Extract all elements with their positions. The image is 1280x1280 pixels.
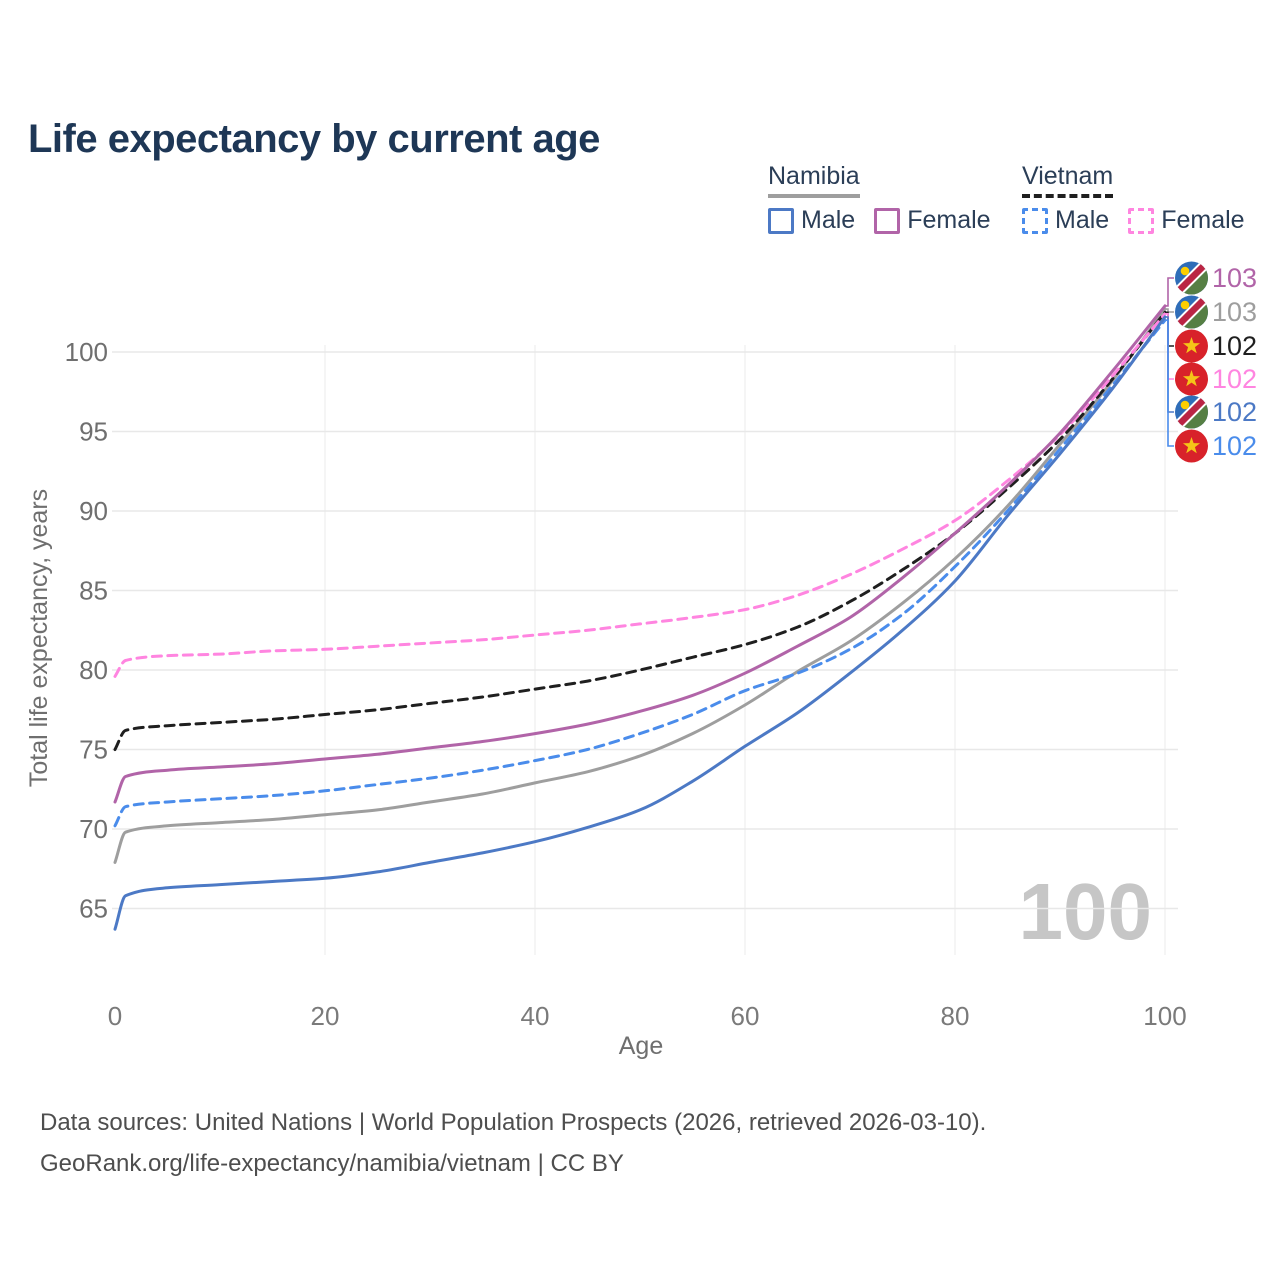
- legend-item-namibia-female[interactable]: Female: [874, 206, 991, 235]
- vietnam-star: [1182, 370, 1201, 387]
- end-label-leader: [1165, 308, 1174, 313]
- series-line-vietnam-total[interactable]: [113, 310, 1167, 751]
- end-label-leader: [1165, 319, 1174, 447]
- x-tick-label: 0: [108, 1001, 122, 1031]
- x-tick-label: 80: [941, 1001, 970, 1031]
- y-tick-label: 80: [79, 655, 108, 685]
- y-tick-label: 75: [79, 735, 108, 765]
- attribution-line: GeoRank.org/life-expectancy/namibia/viet…: [40, 1150, 624, 1177]
- legend-item-vietnam-female[interactable]: Female: [1128, 206, 1245, 235]
- legend-item-label: Male: [801, 206, 856, 234]
- vietnam-star: [1182, 337, 1201, 354]
- end-value-label-namibia-female: 103: [1212, 263, 1257, 293]
- data-sources-line: Data sources: United Nations | World Pop…: [40, 1109, 987, 1136]
- series-line-vietnam-female[interactable]: [113, 312, 1167, 678]
- end-value-label-vietnam-female: 102: [1212, 364, 1257, 394]
- end-value-label-namibia-total: 103: [1212, 297, 1257, 327]
- namibia-flag-icon: [1175, 395, 1208, 429]
- legend-item-namibia-male[interactable]: Male: [768, 206, 855, 235]
- vietnam-flag-icon: [1175, 429, 1208, 463]
- vietnam-flag-icon: [1175, 362, 1208, 396]
- namibia-flag-red-band: [1175, 395, 1208, 429]
- namibia-flag-sun: [1180, 266, 1190, 276]
- current-age-watermark: 100: [1018, 867, 1152, 956]
- y-tick-label: 90: [79, 496, 108, 526]
- legend-item-label: Female: [1161, 206, 1245, 234]
- namibia-flag-icon: [1175, 295, 1208, 329]
- end-label-leader: [1165, 316, 1174, 413]
- namibia-flag-red-band: [1175, 261, 1208, 295]
- x-tick-label: 20: [311, 1001, 340, 1031]
- vietnam-flag-icon: [1175, 329, 1208, 363]
- y-tick-label: 100: [65, 337, 108, 367]
- vietnam-female-swatch-icon: [1128, 207, 1155, 234]
- end-label-leader: [1165, 277, 1174, 307]
- x-tick-label: 60: [731, 1001, 760, 1031]
- legend-items-vietnam: Male Female: [1022, 206, 1264, 235]
- namibia-male-swatch-icon: [768, 207, 794, 234]
- y-tick-label: 95: [79, 417, 108, 447]
- namibia-flag-red-band: [1175, 295, 1208, 329]
- x-tick-label: 40: [521, 1001, 550, 1031]
- namibia-flag-icon: [1175, 261, 1208, 295]
- legend-item-label: Female: [907, 206, 991, 234]
- grid-layer: [112, 345, 1178, 955]
- series-line-namibia-male[interactable]: [113, 315, 1167, 931]
- legend-group-vietnam: Vietnam Male Female: [1022, 162, 1264, 235]
- vietnam-male-swatch-icon: [1022, 207, 1048, 234]
- end-value-label-vietnam-total: 102: [1212, 331, 1257, 361]
- namibia-female-swatch-icon: [874, 207, 901, 234]
- series-layer: [113, 304, 1167, 931]
- y-tick-label: 85: [79, 576, 108, 606]
- legend-group-namibia: Namibia Male Female: [768, 162, 1010, 235]
- legend-item-label: Male: [1055, 206, 1110, 234]
- footer: Data sources: United Nations | World Pop…: [40, 1102, 986, 1184]
- namibia-flag-sun: [1180, 300, 1190, 310]
- end-value-label-vietnam-male: 102: [1212, 431, 1257, 461]
- y-tick-label: 65: [79, 894, 108, 924]
- legend-heading-vietnam: Vietnam: [1022, 162, 1114, 198]
- y-tick-label: 70: [79, 814, 108, 844]
- series-line-namibia-female[interactable]: [113, 304, 1167, 804]
- x-tick-label: 100: [1143, 1001, 1186, 1031]
- series-line-namibia-total[interactable]: [113, 307, 1167, 864]
- axis-layer: Total life expectancy, years Age 65 70 75 8…: [25, 337, 1187, 1060]
- y-axis-title: Total life expectancy, years: [25, 489, 53, 787]
- legend-items-namibia: Male Female: [768, 206, 1010, 235]
- page-title: Life expectancy by current age: [28, 116, 600, 161]
- vietnam-star: [1182, 437, 1201, 454]
- namibia-flag-sun: [1180, 400, 1190, 410]
- end-value-label-namibia-male: 102: [1212, 397, 1257, 427]
- legend-item-vietnam-male[interactable]: Male: [1022, 206, 1109, 235]
- x-axis-title: Age: [619, 1032, 663, 1060]
- legend-heading-namibia: Namibia: [768, 162, 860, 198]
- series-line-vietnam-male[interactable]: [113, 318, 1167, 828]
